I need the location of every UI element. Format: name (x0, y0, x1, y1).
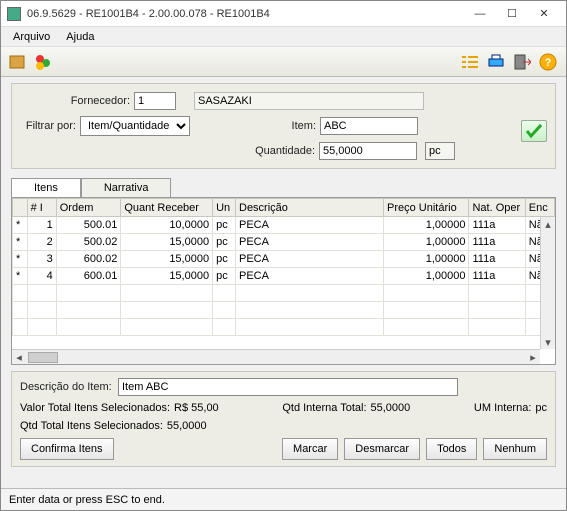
grid-header-row: # I Ordem Quant Receber Un Descrição Pre… (13, 199, 555, 217)
vertical-scrollbar[interactable]: ▴ ▾ (540, 217, 555, 349)
app-window: 06.9.5629 - RE1001B4 - 2.00.00.078 - RE1… (0, 0, 567, 511)
item-label: Item: (282, 120, 320, 132)
toolbar-btn-1[interactable] (5, 50, 29, 74)
toolbar: ? (1, 47, 566, 77)
table-row[interactable] (13, 319, 555, 336)
grid-table: # I Ordem Quant Receber Un Descrição Pre… (12, 198, 555, 336)
summary-section: Descrição do Item: Valor Total Itens Sel… (11, 371, 556, 467)
tabstrip: Itens Narrativa (11, 177, 556, 197)
col-un[interactable]: Un (213, 199, 236, 217)
table-row[interactable]: *4600.0115,0000pcPECA1,00000111aNã (13, 268, 555, 285)
marcar-button[interactable]: Marcar (282, 438, 338, 460)
qtd-interna-label: Qtd Interna Total: (282, 402, 366, 414)
table-row[interactable]: *3600.0215,0000pcPECA1,00000111aNã (13, 251, 555, 268)
scroll-up-icon[interactable]: ▴ (541, 217, 555, 231)
table-row[interactable] (13, 285, 555, 302)
apply-filter-button[interactable] (521, 120, 547, 142)
qtd-total-sel-value: 55,0000 (167, 420, 207, 432)
descricao-item-label: Descrição do Item: (20, 381, 118, 393)
window-title: 06.9.5629 - RE1001B4 - 2.00.00.078 - RE1… (27, 8, 464, 20)
quantidade-label: Quantidade: (251, 145, 319, 157)
toolbar-tree-icon[interactable] (458, 50, 482, 74)
col-ordem[interactable]: Ordem (56, 199, 121, 217)
um-display (425, 142, 455, 160)
scroll-right-icon[interactable]: ▸ (526, 351, 540, 364)
fornecedor-cod-input[interactable] (134, 92, 176, 110)
menubar: Arquivo Ajuda (1, 27, 566, 47)
svg-text:?: ? (545, 57, 552, 69)
menu-arquivo[interactable]: Arquivo (5, 29, 58, 45)
items-grid: # I Ordem Quant Receber Un Descrição Pre… (11, 197, 556, 365)
scroll-thumb[interactable] (28, 352, 58, 363)
filtrar-por-select[interactable]: Item/Quantidade (80, 116, 190, 136)
um-interna-value: pc (535, 402, 547, 414)
qtd-interna-value: 55,0000 (371, 402, 411, 414)
descricao-item-value[interactable] (118, 378, 458, 396)
toolbar-btn-2[interactable] (31, 50, 55, 74)
horizontal-scrollbar[interactable]: ◂ ▸ (12, 349, 540, 364)
confirma-itens-button[interactable]: Confirma Itens (20, 438, 114, 460)
tab-itens[interactable]: Itens (11, 178, 81, 198)
toolbar-exit-icon[interactable] (510, 50, 534, 74)
titlebar: 06.9.5629 - RE1001B4 - 2.00.00.078 - RE1… (1, 1, 566, 27)
col-natoper[interactable]: Nat. Oper (469, 199, 525, 217)
app-icon (7, 7, 21, 21)
col-enc[interactable]: Enc (525, 199, 554, 217)
filter-group: Fornecedor: Filtrar por: Item/Quantidade… (11, 83, 556, 169)
scroll-down-icon[interactable]: ▾ (541, 335, 555, 349)
valor-total-value: R$ 55,00 (174, 402, 219, 414)
col-quant[interactable]: Quant Receber (121, 199, 213, 217)
col-descricao[interactable]: Descrição (236, 199, 384, 217)
qtd-total-sel-label: Qtd Total Itens Selecionados: (20, 420, 163, 432)
maximize-button[interactable]: ☐ (496, 4, 528, 24)
toolbar-help-icon[interactable]: ? (536, 50, 560, 74)
fornecedor-label: Fornecedor: (22, 95, 134, 107)
valor-total-label: Valor Total Itens Selecionados: (20, 402, 170, 414)
col-mark[interactable] (13, 199, 28, 217)
statusbar: Enter data or press ESC to end. (1, 488, 566, 510)
item-input[interactable] (320, 117, 418, 135)
close-button[interactable]: ✕ (528, 4, 560, 24)
check-icon (525, 123, 543, 139)
table-row[interactable]: *1500.0110,0000pcPECA1,00000111aNã (13, 217, 555, 234)
filtrar-por-label: Filtrar por: (22, 120, 80, 132)
status-text: Enter data or press ESC to end. (9, 494, 165, 506)
toolbar-print-icon[interactable] (484, 50, 508, 74)
content-area: Fornecedor: Filtrar por: Item/Quantidade… (1, 77, 566, 488)
desmarcar-button[interactable]: Desmarcar (344, 438, 420, 460)
tab-narrativa[interactable]: Narrativa (81, 178, 172, 198)
fornecedor-nome-display (194, 92, 424, 110)
col-num[interactable]: # I (27, 199, 56, 217)
table-row[interactable]: *2500.0215,0000pcPECA1,00000111aNã (13, 234, 555, 251)
nenhum-button[interactable]: Nenhum (483, 438, 547, 460)
scroll-left-icon[interactable]: ◂ (12, 351, 26, 364)
todos-button[interactable]: Todos (426, 438, 477, 460)
table-row[interactable] (13, 302, 555, 319)
quantidade-input[interactable] (319, 142, 417, 160)
minimize-button[interactable]: — (464, 4, 496, 24)
menu-ajuda[interactable]: Ajuda (58, 29, 102, 45)
col-preco[interactable]: Preço Unitário (384, 199, 469, 217)
um-interna-label: UM Interna: (474, 402, 531, 414)
